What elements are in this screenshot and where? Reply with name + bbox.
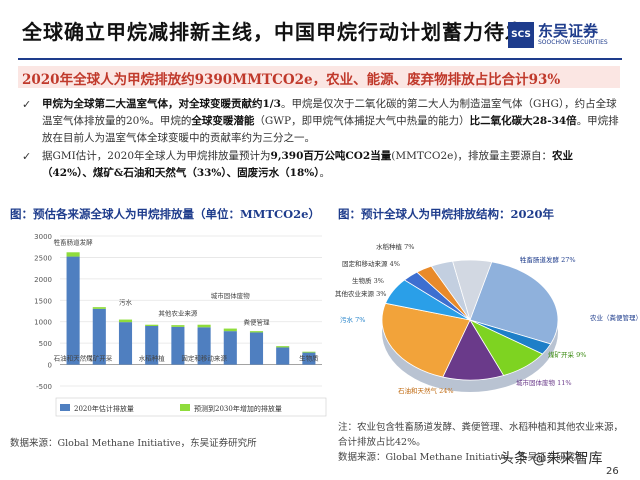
bullet-1-text-3: 。甲烷排放在目前人为温室气体全球变暖中的贡献率约为三分之一。	[42, 115, 619, 144]
x-category-label: 生物质	[299, 354, 319, 363]
y-tick-label: 3000	[34, 233, 52, 241]
bullet-1-bold-1: 甲烷为全球第二大温室气体，对全球变暖贡献约1/3	[42, 98, 281, 110]
pie-label: 煤矿开采 9%	[548, 350, 586, 359]
pie-label: 水稻种植 7%	[376, 242, 414, 251]
logo-mark-icon: SCS	[508, 22, 534, 48]
y-tick-label: 2500	[34, 254, 52, 262]
bar-2020	[118, 322, 133, 365]
bullet-1-text-2: （GWP，即甲烷气体捕捉大气中热量的能力）	[254, 115, 470, 127]
pie-label: 固定和移动来源 4%	[342, 259, 400, 268]
right-source: 数据来源：Global Methane Initiative，东吴证券研究所	[338, 452, 585, 463]
bar-2020	[66, 256, 80, 365]
bar-2020	[92, 308, 106, 365]
check-icon: ✓	[22, 98, 32, 111]
bullet-text: 甲烷为全球第二大温室气体，对全球变暖贡献约1/3。甲烷是仅次于二氧化碳的第二大人…	[42, 96, 620, 147]
x-category-label: 水稻种植	[139, 354, 166, 363]
right-note: 注：农业包含牲畜肠道发酵、粪便管理、水稻种植和其他农业来源，合计排放占比42%。	[338, 422, 624, 448]
bar-2030-increase	[249, 331, 264, 333]
logo-english-name: SOOCHOW SECURITIES	[538, 39, 608, 46]
pie-slice	[469, 261, 559, 345]
bar-2030-increase	[197, 324, 211, 328]
pie-label: 生物质 3%	[352, 276, 384, 285]
bar-2030-increase	[302, 351, 316, 353]
left-chart-caption: 图：预估各来源全球人为甲烷排放量（单位：MMTCO2e）	[10, 207, 321, 221]
bar-2030-increase	[66, 252, 80, 257]
page-title: 全球确立甲烷减排新主线，中国甲烷行动计划蓄力待发	[22, 20, 526, 44]
legend-label-2030: 预测到2030年增加的排放量	[194, 404, 282, 413]
watermark: 头条 @未来智库	[500, 451, 603, 467]
bar-2030-increase	[145, 324, 159, 326]
x-category-label: 石油和天然气	[54, 354, 94, 363]
bar-2030-increase	[92, 307, 106, 309]
bar-annotation: 牲畜肠道发酵	[54, 238, 94, 247]
bar-2030-increase	[223, 328, 237, 332]
bullet-2: ✓ 据GMI估计，2020年全球人为甲烷排放量预计为9,390百万公吨CO2当量…	[22, 148, 620, 182]
legend-label-2020: 2020年估计排放量	[74, 404, 134, 413]
bar-2020	[302, 352, 316, 365]
bar-2030-increase	[171, 325, 185, 327]
bullet-1-bold-2: 全球变暖潜能	[191, 115, 255, 127]
bullet-1-text-1: 。甲烷是仅次于二氧化碳的第二大人为制造温室气体（GHG），约占全球温室气体排放量…	[42, 98, 617, 127]
pie-label: 其他农业来源 3%	[335, 289, 386, 298]
page-number: 26	[606, 466, 619, 477]
company-logo: SCS 东吴证券 SOOCHOW SECURITIES	[508, 22, 618, 52]
pie-label: 农业（粪便管理）3%	[590, 313, 640, 322]
legend-swatch-2020	[60, 404, 70, 411]
bullet-text: 据GMI估计，2020年全球人为甲烷排放量预计为9,390百万公吨CO2当量(M…	[42, 148, 620, 182]
left-source: 数据来源：Global Methane Initiative，东吴证券研究所	[10, 438, 257, 449]
headline-banner: 2020年全球人为甲烷排放约9390MMTCO2e，农业、能源、废弃物排放占比合…	[18, 66, 620, 88]
y-tick-label: 0	[48, 362, 52, 370]
legend-swatch-2030	[180, 404, 190, 411]
x-category-label: 煤矿开采	[86, 354, 113, 363]
bullet-2-bold-1: 9,390百万公吨CO2当量	[270, 150, 392, 162]
bullet-2-text-1: 据GMI估计，2020年全球人为甲烷排放量预计为	[42, 150, 271, 162]
legend-box	[55, 397, 327, 417]
bar-2020	[145, 326, 159, 365]
bar-2020	[197, 327, 211, 365]
bullet-1: ✓ 甲烷为全球第二大温室气体，对全球变暖贡献约1/3。甲烷是仅次于二氧化碳的第二…	[22, 96, 620, 147]
y-tick-label: 1500	[34, 297, 52, 305]
bullet-1-bold-3: 比二氧化碳大28-34倍	[469, 115, 577, 127]
pie-label: 城市固体废物 11%	[516, 378, 572, 387]
bullet-2-bold-2: 农业（42%）、煤矿&石油和天然气（33%）、固废污水（18%）	[42, 150, 573, 179]
y-tick-label: 1000	[34, 319, 52, 327]
y-tick-label: -500	[36, 383, 52, 391]
pie-label: 牲畜肠道发酵 27%	[520, 255, 576, 264]
bullet-2-text-3: 。	[319, 167, 331, 179]
x-category-label: 固定和移动来源	[181, 354, 227, 363]
y-tick-label: 500	[39, 340, 52, 348]
bar-annotation: 污水	[119, 298, 133, 307]
bar-2020	[223, 331, 237, 365]
pie-slice	[381, 302, 471, 378]
check-icon: ✓	[22, 150, 32, 163]
bar-2030-increase	[276, 346, 290, 348]
bar-2020	[249, 332, 264, 365]
bar-annotation: 粪便管理	[244, 318, 271, 327]
bar-2030-increase	[118, 319, 133, 323]
y-tick-label: 2000	[34, 276, 52, 284]
pie-label: 石油和天然气 24%	[398, 386, 454, 395]
pie-slice	[452, 259, 493, 322]
bullet-2-text-2: (MMTCO2e)，排放量主要源自：	[391, 150, 552, 162]
logo-name: 东吴证券	[538, 22, 599, 40]
header-divider	[18, 58, 622, 60]
pie-label: 污水 7%	[340, 315, 365, 324]
banner-text: 2020年全球人为甲烷排放约9390MMTCO2e，农业、能源、废弃物排放占比合…	[22, 72, 561, 88]
pie-chart: 牲畜肠道发酵 27% 农业（粪便管理）3% 煤矿开采 9% 城市固体废物 11% 石油和…	[335, 242, 640, 395]
right-chart-caption: 图：预计全球人为甲烷排放结构：2020年	[338, 207, 555, 221]
bar-annotation: 城市固体废物	[211, 291, 251, 300]
bar-2020	[171, 326, 185, 365]
bar-chart: 3000 2500 2000 1500 1000 500 0 -500 牲畜肠道发酵城市固体废物…	[34, 233, 327, 417]
bar-annotation: 其他农业来源	[158, 308, 198, 317]
bar-2020	[276, 347, 290, 365]
